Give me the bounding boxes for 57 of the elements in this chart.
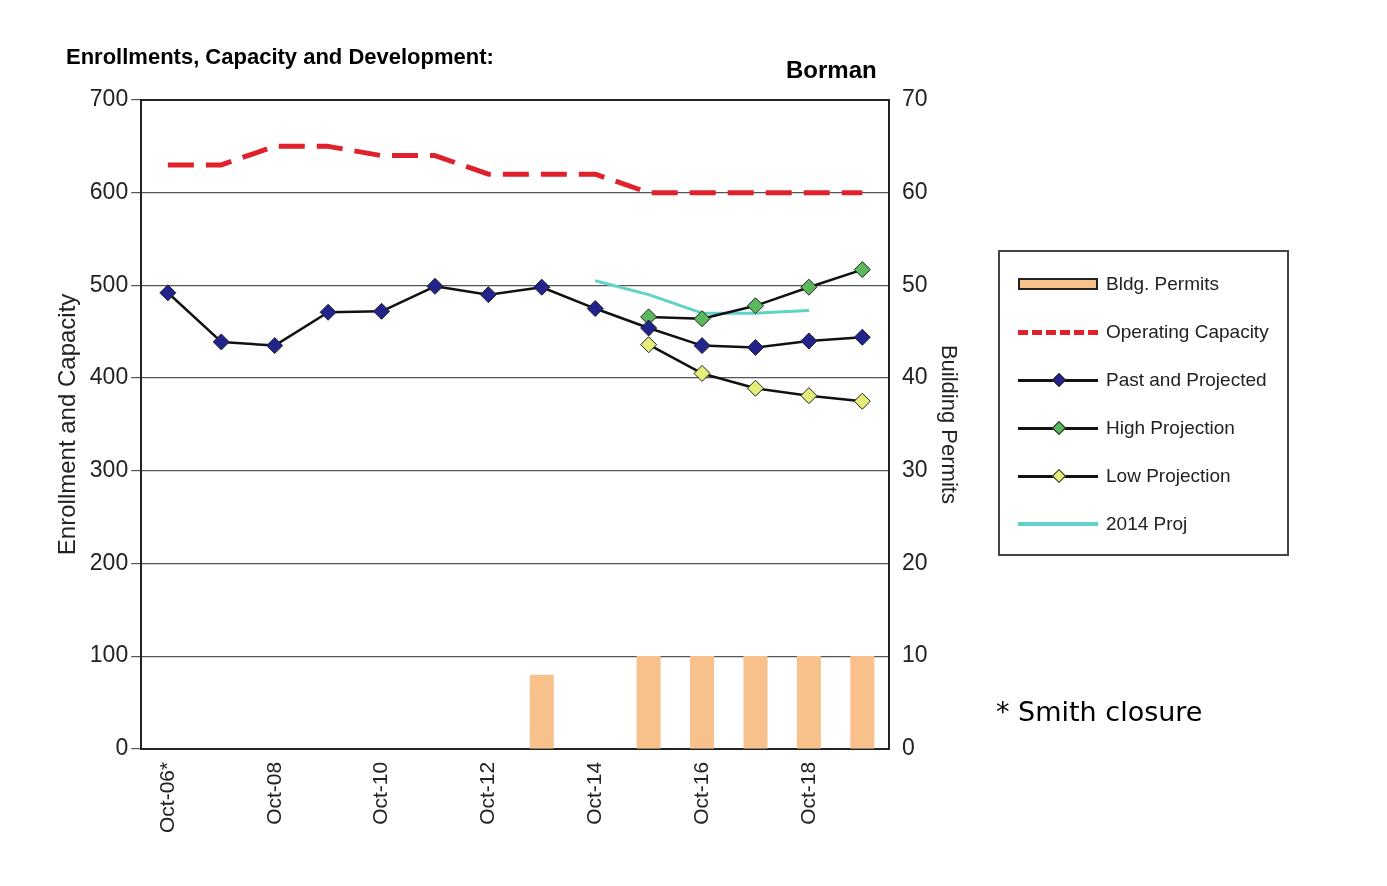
chart-subtitle: Borman — [786, 56, 877, 84]
point — [800, 332, 818, 350]
y2-tick-label: 40 — [902, 363, 928, 390]
text: * Smith closure — [996, 696, 1203, 727]
legend-label: High Projection — [1106, 417, 1235, 439]
y2-tick-label: 30 — [902, 456, 928, 483]
point — [479, 286, 497, 304]
point — [212, 333, 230, 351]
point — [373, 302, 391, 320]
legend-label: Operating Capacity — [1106, 321, 1269, 343]
x-tick-label: Oct-18 — [795, 761, 819, 825]
x-tick-label: Oct-12 — [475, 761, 499, 825]
y2-tick-label: 10 — [902, 641, 928, 668]
y-tick-label: 0 — [115, 734, 129, 761]
y-axis-title: Enrollment and Capacity — [53, 293, 81, 556]
y2-tick-label: 70 — [902, 85, 928, 112]
x-tick-label: Oct-16 — [688, 761, 712, 825]
point — [693, 337, 711, 355]
point — [746, 338, 764, 356]
x-tick-label: Oct-10 — [368, 761, 392, 825]
point — [693, 364, 711, 382]
y2-tick-label: 0 — [902, 734, 915, 761]
y-tick-label: 200 — [89, 548, 129, 575]
legend-label: 2014 Proj — [1106, 513, 1188, 535]
x-tick-label: Oct-06* — [154, 761, 178, 834]
y-tick-label: 600 — [89, 178, 129, 205]
y2-tick-label: 20 — [902, 548, 928, 575]
point — [800, 278, 818, 296]
point — [746, 297, 764, 315]
y-tick-label: 100 — [89, 641, 129, 668]
point — [853, 261, 871, 279]
y-tick-label: 300 — [89, 456, 129, 483]
y-tick-label: 400 — [89, 363, 129, 390]
legend-label: Low Projection — [1106, 465, 1231, 487]
point — [693, 310, 711, 328]
legend-label: Past and Projected — [1106, 369, 1267, 391]
legend-label: Bldg. Permits — [1106, 273, 1219, 295]
x-tick-label: Oct-14 — [582, 761, 606, 825]
point — [640, 319, 658, 337]
point — [533, 278, 551, 296]
y-tick-label: 500 — [89, 270, 129, 297]
chart-title: Enrollments, Capacity and Development: — [66, 44, 494, 70]
point — [159, 284, 177, 302]
point — [319, 303, 337, 321]
x-tick-label: Oct-08 — [261, 761, 285, 825]
point — [853, 392, 871, 410]
y2-tick-label: 50 — [902, 270, 928, 297]
point — [266, 337, 284, 355]
y2-axis-title: Building Permits — [936, 344, 962, 504]
point — [640, 336, 658, 354]
point — [586, 300, 604, 318]
point — [800, 387, 818, 405]
point — [746, 379, 764, 397]
point — [853, 328, 871, 346]
y-tick-label: 700 — [89, 85, 129, 112]
point — [426, 277, 444, 295]
y2-tick-label: 60 — [902, 178, 928, 205]
